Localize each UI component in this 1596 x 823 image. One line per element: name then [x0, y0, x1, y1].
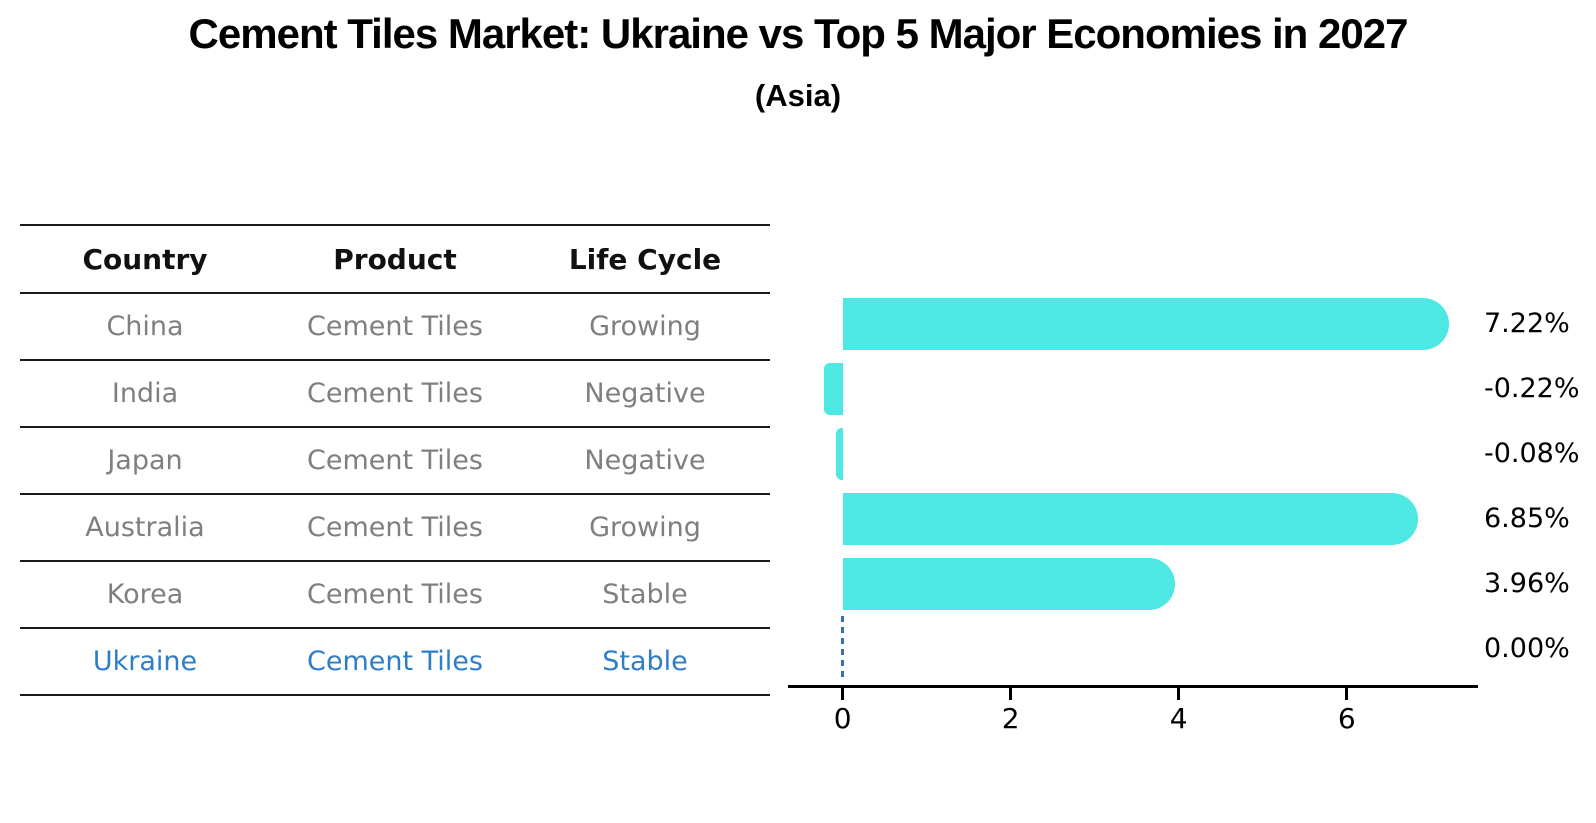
- comparison-table: Country Product Life Cycle China Cement T…: [20, 224, 770, 696]
- cell-country: Korea: [106, 579, 184, 610]
- value-label-korea: 3.96%: [1484, 568, 1570, 599]
- value-label-japan: -0.08%: [1484, 438, 1580, 469]
- chart-subtitle: (Asia): [754, 78, 842, 113]
- cell-country: China: [106, 311, 184, 342]
- table-row-japan: Japan Cement Tiles Negative: [20, 428, 770, 495]
- cell-life-cycle: Stable: [602, 579, 688, 610]
- table-row-ukraine: Ukraine Cement Tiles Stable: [20, 629, 770, 696]
- x-axis-tick-label-2: 2: [1001, 702, 1020, 735]
- bar-japan: [835, 428, 843, 480]
- cell-country: Ukraine: [92, 646, 198, 677]
- column-header-life-cycle: Life Cycle: [568, 242, 722, 276]
- cell-country: Japan: [107, 445, 183, 476]
- x-axis-tick-0: [841, 687, 845, 700]
- cell-product: Cement Tiles: [306, 311, 483, 342]
- column-header-product: Product: [333, 242, 457, 276]
- cell-life-cycle: Stable: [602, 646, 688, 677]
- chart-title: Cement Tiles Market: Ukraine vs Top 5 Ma…: [188, 10, 1409, 57]
- table-header-row: Country Product Life Cycle: [20, 226, 770, 294]
- cell-country: Australia: [85, 512, 205, 543]
- value-label-china: 7.22%: [1484, 308, 1570, 339]
- value-label-australia: 6.85%: [1484, 503, 1570, 534]
- bar-india: [824, 363, 843, 415]
- x-axis-tick-label-4: 4: [1169, 702, 1188, 735]
- bar-korea: [842, 558, 1176, 610]
- cell-product: Cement Tiles: [306, 579, 483, 610]
- table-row-china: China Cement Tiles Growing: [20, 294, 770, 361]
- table-row-korea: Korea Cement Tiles Stable: [20, 562, 770, 629]
- x-axis-line: [788, 685, 1478, 688]
- cell-life-cycle: Negative: [584, 445, 706, 476]
- cell-life-cycle: Growing: [589, 311, 701, 342]
- cell-life-cycle: Growing: [589, 512, 701, 543]
- bar-china: [842, 298, 1450, 350]
- cell-product: Cement Tiles: [306, 646, 483, 677]
- cell-product: Cement Tiles: [306, 512, 483, 543]
- x-axis-tick-label-6: 6: [1337, 702, 1356, 735]
- x-axis-tick-6: [1345, 687, 1349, 700]
- x-axis-tick-2: [1009, 687, 1013, 700]
- zero-dotted-line-ukraine: [841, 616, 845, 682]
- cell-product: Cement Tiles: [306, 378, 483, 409]
- value-label-india: -0.22%: [1484, 373, 1580, 404]
- cell-product: Cement Tiles: [306, 445, 483, 476]
- column-header-country: Country: [82, 242, 208, 276]
- cell-country: India: [111, 378, 179, 409]
- value-label-ukraine: 0.00%: [1484, 633, 1570, 664]
- x-axis-tick-label-0: 0: [833, 702, 852, 735]
- table-body: China Cement Tiles Growing India Cement Tile…: [20, 294, 770, 696]
- table-row-india: India Cement Tiles Negative: [20, 361, 770, 428]
- bar-australia: [842, 493, 1419, 545]
- x-axis-tick-4: [1177, 687, 1181, 700]
- table-row-australia: Australia Cement Tiles Growing: [20, 495, 770, 562]
- cell-life-cycle: Negative: [584, 378, 706, 409]
